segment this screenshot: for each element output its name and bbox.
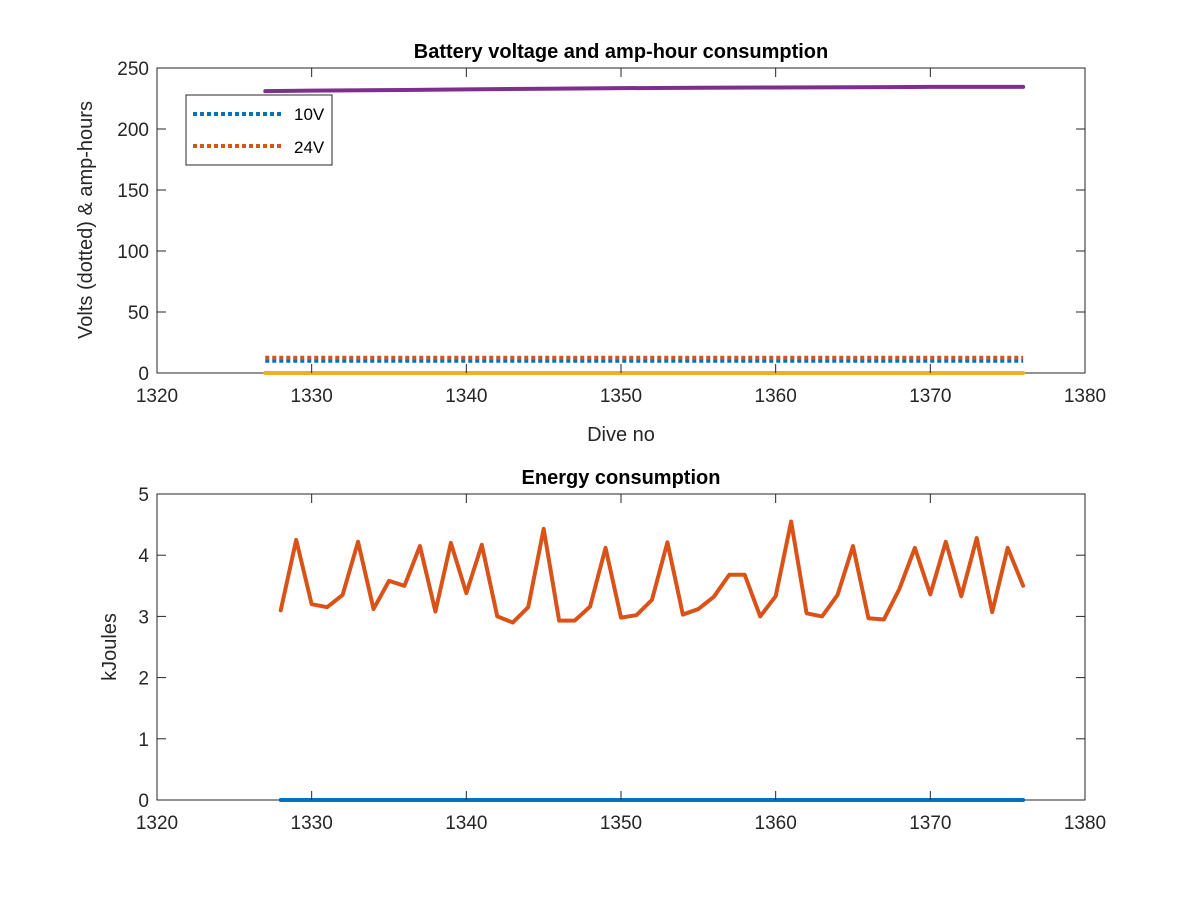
x-tick-label: 1350 [600,813,642,834]
x-tick-label: 1360 [755,813,797,834]
y-tick-label: 2 [138,669,149,690]
battery-chart-title: Battery voltage and amp-hour consumption [414,41,828,63]
y-tick-label: 200 [117,120,149,141]
y-tick-label: 5 [138,485,149,506]
x-tick-label: 1380 [1064,386,1106,407]
x-tick-label: 1340 [445,813,487,834]
x-tick-label: 1320 [136,813,178,834]
y-tick-label: 1 [138,730,149,751]
y-tick-label: 4 [138,546,149,567]
x-tick-label: 1380 [1064,813,1106,834]
y-tick-label: 0 [138,791,149,812]
battery-legend-label-24v: 24V [294,138,325,157]
x-tick-label: 1370 [909,386,951,407]
energy-y-axis-label: kJoules [99,613,121,681]
energy-series-group [278,519,1026,802]
y-tick-label: 50 [128,303,149,324]
battery-legend-box [185,94,333,166]
battery-series-group [263,84,1026,375]
y-tick-label: 3 [138,607,149,628]
y-tick-label: 150 [117,181,149,202]
battery-y-ticks: 0 50 100 150 200 250 [117,59,1085,385]
battery-legend: 10V 24V [185,94,333,166]
x-tick-label: 1360 [755,386,797,407]
y-tick-label: 0 [138,364,149,385]
x-tick-label: 1330 [291,386,333,407]
battery-legend-label-10v: 10V [294,105,325,124]
x-tick-label: 1330 [291,813,333,834]
x-tick-label: 1370 [909,813,951,834]
battery-x-ticks: 1320 1330 1340 1350 1360 1370 1380 [136,68,1106,407]
battery-chart: 1320 1330 1340 1350 1360 1370 1380 0 50 100 150 20… [75,41,1106,446]
energy-chart-title: Energy consumption [522,467,721,489]
x-tick-label: 1320 [136,386,178,407]
battery-x-axis-label: Dive no [587,424,655,446]
battery-y-axis-label: Volts (dotted) & amp-hours [75,101,97,339]
x-tick-label: 1350 [600,386,642,407]
energy-axes-box [156,493,1086,801]
y-tick-label: 100 [117,242,149,263]
energy-x-ticks: 1320 1330 1340 1350 1360 1370 1380 [136,494,1106,834]
energy-chart: 1320 1330 1340 1350 1360 1370 1380 0 1 2 3 4 5 Ener… [99,467,1106,834]
energy-y-ticks: 0 1 2 3 4 5 [138,485,1085,812]
y-tick-label: 250 [117,59,149,80]
x-tick-label: 1340 [445,386,487,407]
amp-hours-line [263,84,1026,94]
energy-consumption-line [278,519,1026,625]
